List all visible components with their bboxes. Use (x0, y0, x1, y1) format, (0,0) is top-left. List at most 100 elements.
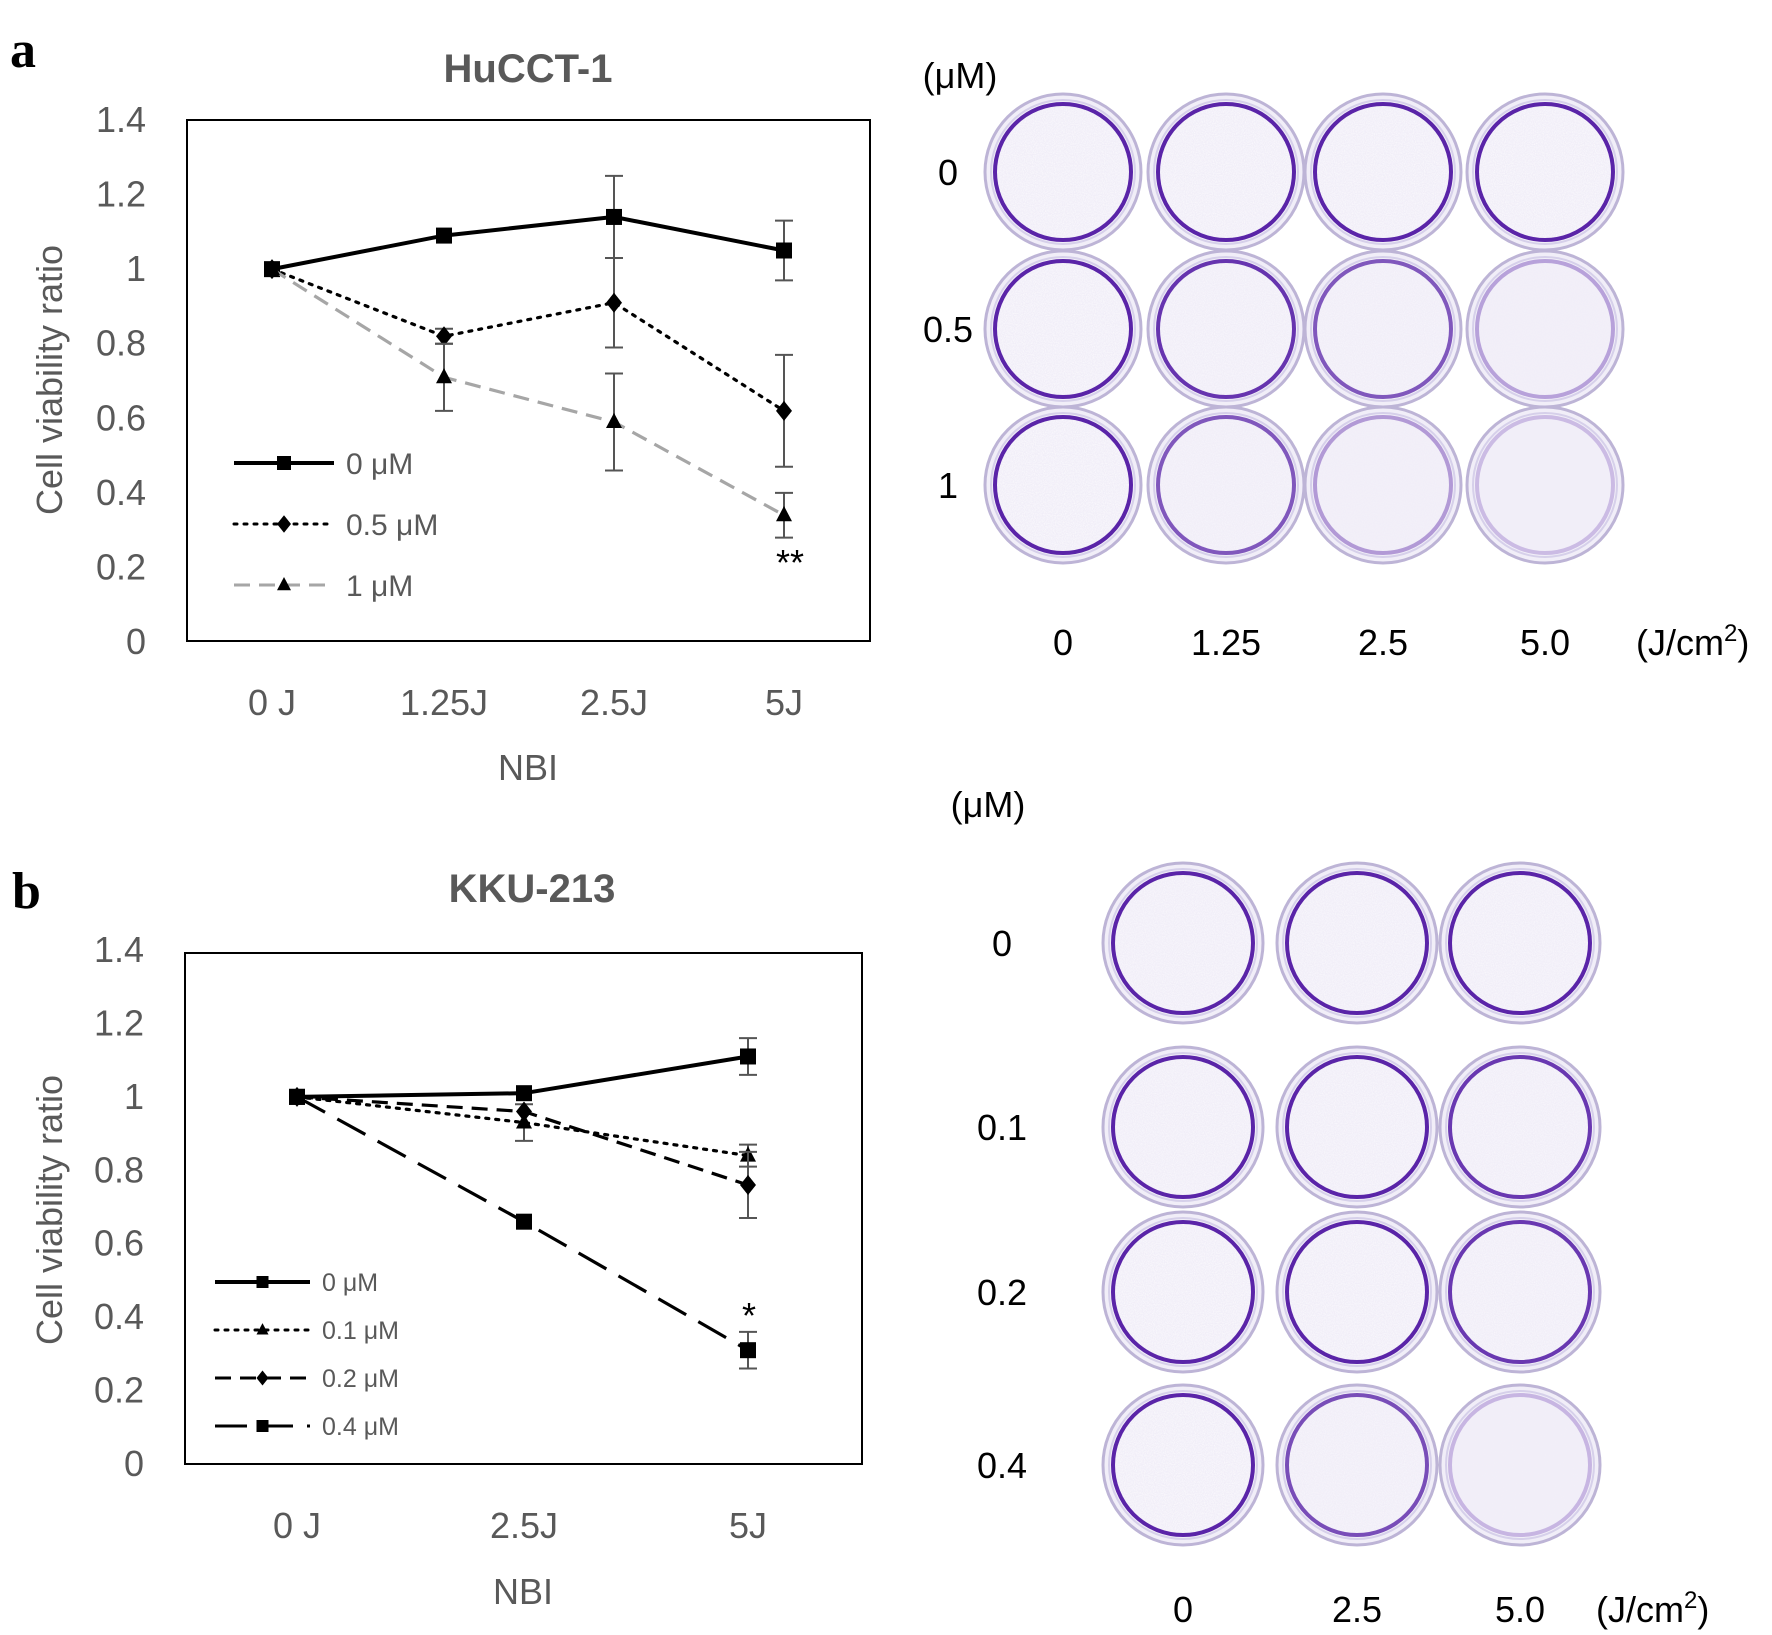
legend-marker (256, 1420, 269, 1432)
plate-photo-b: (μM) 0 0.1 0.2 0.4 0 2.5 5.0 (J/cm2) (951, 784, 1710, 1630)
chart-b-y-ticks: 0 0.2 0.4 0.6 0.8 1 1.2 1.4 (94, 929, 144, 1484)
plates-b-dose-unit-close: ) (1697, 1589, 1709, 1630)
plate-row-label: 1 (938, 465, 958, 506)
chart-b-plot-frame (184, 952, 863, 1465)
data-point (606, 292, 622, 313)
data-point (776, 506, 792, 522)
series-2 (264, 256, 793, 468)
chart-a-x-ticks: 0 J 1.25J 2.5J 5J (248, 682, 803, 723)
x-tick-label: 1.25J (400, 682, 488, 723)
y-tick-label: 1.2 (96, 174, 146, 215)
y-tick-label: 1.4 (94, 929, 144, 970)
chart-b-series (289, 1037, 757, 1370)
series-1 (264, 174, 793, 282)
culture-well (1303, 405, 1463, 565)
culture-well (1303, 249, 1463, 409)
data-point (516, 1101, 532, 1122)
chart-b-kku213: KKU-213 NBI Cell viability ratio 0 0.2 0.4… (29, 867, 863, 1612)
culture-well (1101, 1383, 1265, 1547)
plates-a-dose-unit-close: ) (1737, 622, 1749, 663)
plate-photo-a: (μM) 0 0.5 1 0 1.25 2.5 5.0 (J/cm2) (923, 55, 1750, 663)
culture-well (1465, 405, 1625, 565)
culture-well (1146, 249, 1306, 409)
plates-b-dose-unit-text: (J/cm (1596, 1589, 1684, 1630)
culture-well (1438, 1210, 1602, 1374)
series-4 (289, 1088, 757, 1370)
chart-a-title: HuCCT-1 (444, 47, 613, 91)
y-tick-label: 0.6 (96, 397, 146, 438)
x-tick-label: 0 J (273, 1505, 321, 1546)
legend-label: 0.1 μM (322, 1317, 399, 1345)
culture-well (1465, 249, 1625, 409)
plates-a-dose-unit: (J/cm2) (1636, 620, 1749, 663)
chart-a-series (264, 174, 793, 539)
legend-marker (256, 1276, 269, 1288)
x-tick-label: 0 J (248, 682, 296, 723)
legend-entry: 0 μM (234, 448, 413, 481)
chart-b-x-ticks: 0 J 2.5J 5J (273, 1505, 767, 1546)
legend-marker (256, 1370, 269, 1386)
x-tick-label: 5J (729, 1505, 767, 1546)
legend-entry: 1 μM (234, 570, 413, 603)
legend-entry: 0.4 μM (215, 1413, 399, 1441)
chart-a-significance-marker: ** (776, 542, 804, 583)
data-point (606, 208, 622, 225)
plates-a-unit-label: (μM) (923, 55, 998, 96)
y-tick-label: 0 (126, 621, 146, 662)
culture-well (983, 405, 1143, 565)
y-tick-label: 1 (126, 248, 146, 289)
plate-col-label: 5.0 (1495, 1589, 1545, 1630)
plate-row-label: 0 (938, 152, 958, 193)
plate-row-label: 0 (992, 923, 1012, 964)
legend-marker (277, 576, 291, 591)
chart-a-hucct1: HuCCT-1 NBI Cell viability ratio 0 0.2 0.4… (29, 47, 871, 788)
plates-b-dose-unit-sup: 2 (1684, 1587, 1697, 1614)
legend-marker (256, 1323, 269, 1335)
chart-a-x-axis-label: NBI (498, 747, 558, 788)
culture-well (1275, 861, 1439, 1025)
chart-b-significance-marker: * (742, 1295, 756, 1336)
series-line (270, 267, 786, 413)
chart-b-y-axis-label: Cell viability ratio (29, 1075, 70, 1345)
data-point (289, 1088, 305, 1105)
y-tick-label: 0.8 (94, 1149, 144, 1190)
culture-well (1146, 92, 1306, 252)
culture-well (983, 249, 1143, 409)
series-line (271, 267, 785, 517)
y-tick-label: 0 (124, 1443, 144, 1484)
series-3 (264, 259, 793, 539)
plate-col-label: 0 (1053, 622, 1073, 663)
legend-marker (277, 456, 291, 470)
plates-b-wells (1101, 861, 1602, 1547)
plates-b-dose-unit: (J/cm2) (1596, 1587, 1709, 1630)
legend-label: 0 μM (346, 448, 413, 481)
data-point (516, 1085, 532, 1102)
legend-entry: 0.1 μM (213, 1317, 399, 1345)
culture-well (1275, 1045, 1439, 1209)
x-tick-label: 2.5J (580, 682, 648, 723)
data-point (516, 1213, 532, 1230)
plate-row-label: 0.2 (977, 1272, 1027, 1313)
y-tick-label: 1.2 (94, 1002, 144, 1043)
plates-a-col-labels: 0 1.25 2.5 5.0 (1053, 622, 1570, 663)
y-tick-label: 0.8 (96, 323, 146, 364)
y-tick-label: 1 (124, 1076, 144, 1117)
chart-b-title: KKU-213 (449, 867, 616, 911)
legend-marker (277, 515, 291, 533)
y-tick-label: 0.2 (96, 546, 146, 587)
y-tick-label: 1.4 (96, 99, 146, 140)
culture-well (1438, 1383, 1602, 1547)
data-point (264, 259, 280, 276)
data-point (776, 242, 792, 259)
plate-row-label: 0.1 (977, 1107, 1027, 1148)
x-tick-label: 5J (765, 682, 803, 723)
culture-well (1101, 861, 1265, 1025)
culture-well (983, 92, 1143, 252)
legend-label: 0 μM (322, 1269, 378, 1297)
data-point (606, 412, 622, 429)
plate-row-label: 0.5 (923, 309, 973, 350)
plate-col-label: 2.5 (1332, 1589, 1382, 1630)
legend-label: 0.4 μM (322, 1413, 399, 1441)
culture-well (1465, 92, 1625, 252)
data-point (776, 400, 792, 421)
